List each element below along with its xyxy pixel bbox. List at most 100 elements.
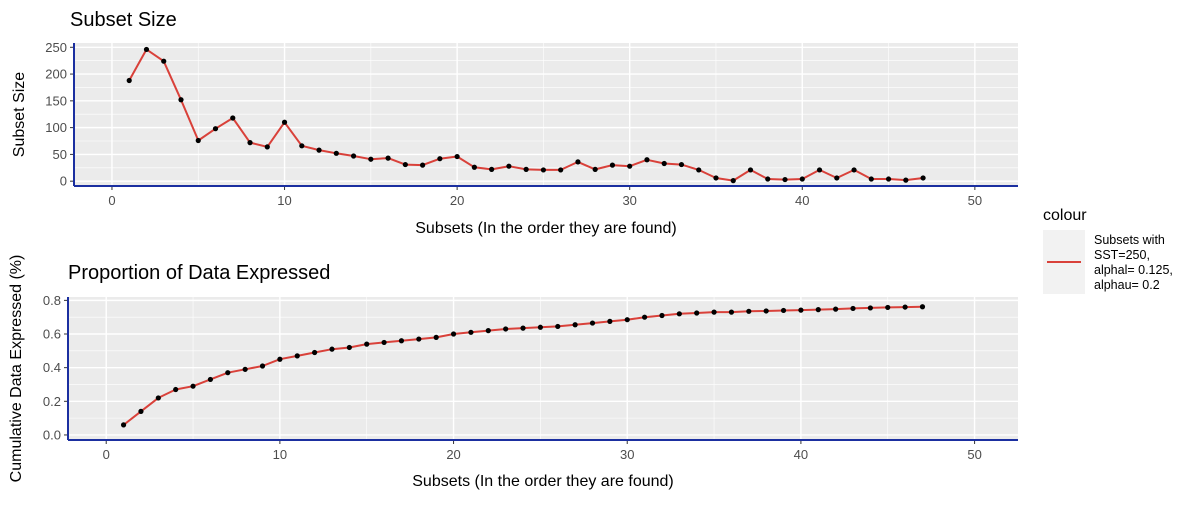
y-tick-label: 150 bbox=[45, 93, 67, 108]
x-tick-label: 50 bbox=[967, 447, 981, 462]
y-axis-label: Subset Size bbox=[11, 72, 28, 157]
x-tick-label: 10 bbox=[273, 447, 287, 462]
data-point bbox=[242, 366, 248, 372]
x-tick-label: 50 bbox=[968, 193, 982, 208]
y-tick-label: 0.4 bbox=[43, 360, 61, 375]
data-point bbox=[780, 307, 787, 314]
data-point bbox=[437, 156, 443, 162]
data-point bbox=[485, 328, 491, 334]
data-point bbox=[537, 324, 543, 330]
y-axis-label: Cumulative Data Expressed (%) bbox=[8, 255, 25, 483]
axes bbox=[73, 43, 1018, 187]
grid-lines bbox=[74, 43, 1018, 186]
data-point bbox=[381, 339, 387, 346]
x-axis-label: Subsets (In the order they are found) bbox=[415, 220, 676, 237]
data-point bbox=[264, 144, 270, 150]
data-point bbox=[816, 167, 823, 173]
data-point bbox=[281, 119, 288, 125]
data-point bbox=[592, 166, 598, 172]
data-point bbox=[713, 175, 719, 181]
x-tick-label: 20 bbox=[446, 447, 460, 462]
y-tick-label: 0.8 bbox=[43, 293, 61, 308]
data-point bbox=[225, 370, 231, 376]
data-point bbox=[678, 161, 685, 168]
data-point bbox=[885, 176, 892, 182]
legend-entry-line-1: Subsets with bbox=[1094, 233, 1165, 247]
y-tick-label: 200 bbox=[45, 67, 67, 82]
data-point bbox=[798, 307, 804, 313]
data-point bbox=[364, 341, 370, 347]
data-point bbox=[402, 161, 408, 168]
data-point bbox=[902, 304, 908, 310]
data-point bbox=[316, 147, 322, 153]
data-point bbox=[730, 178, 736, 184]
plot-panel bbox=[68, 297, 1018, 440]
chart-title: Subset Size bbox=[70, 9, 177, 31]
data-point bbox=[178, 97, 184, 103]
data-point bbox=[212, 126, 219, 132]
y-tick-label: 0.0 bbox=[43, 427, 61, 442]
data-point bbox=[350, 153, 357, 159]
data-point bbox=[867, 305, 873, 311]
y-tick-label: 250 bbox=[45, 40, 67, 55]
data-point bbox=[572, 322, 578, 328]
data-point bbox=[433, 334, 439, 340]
data-point bbox=[850, 305, 856, 312]
data-point bbox=[696, 167, 702, 173]
data-point bbox=[728, 309, 735, 315]
data-point bbox=[765, 176, 771, 182]
data-point bbox=[333, 150, 339, 156]
x-tick-label: 0 bbox=[108, 193, 115, 208]
data-point bbox=[173, 386, 179, 393]
series bbox=[120, 304, 926, 428]
legend-entry-line-2: SST=250, bbox=[1094, 248, 1150, 262]
data-point bbox=[575, 159, 581, 165]
x-tick-label: 10 bbox=[277, 193, 291, 208]
data-point bbox=[834, 175, 840, 181]
data-point bbox=[520, 325, 526, 331]
data-point bbox=[609, 162, 616, 168]
data-point bbox=[659, 312, 665, 319]
data-point bbox=[711, 309, 717, 315]
legend: colour Subsets with SST=250, alphal= 0.1… bbox=[1043, 207, 1173, 294]
y-tick-label: 50 bbox=[53, 147, 67, 162]
data-point bbox=[589, 320, 596, 326]
legend-title: colour bbox=[1043, 207, 1087, 224]
axes bbox=[67, 297, 1018, 441]
y-tick-label: 0 bbox=[60, 174, 67, 189]
data-point bbox=[155, 395, 161, 401]
data-point bbox=[815, 307, 821, 313]
tick-labels: 0 10 20 30 40 50 0.0 0.2 0.4 0.6 0.8 bbox=[43, 293, 982, 462]
data-point bbox=[454, 153, 460, 160]
data-point bbox=[398, 338, 405, 344]
data-point bbox=[329, 346, 335, 352]
x-tick-label: 0 bbox=[103, 447, 110, 462]
data-point bbox=[259, 363, 266, 369]
data-point bbox=[138, 408, 144, 414]
x-axis-label: Subsets (In the order they are found) bbox=[412, 473, 673, 490]
x-tick-label: 40 bbox=[794, 447, 808, 462]
data-point bbox=[558, 167, 564, 173]
data-point bbox=[523, 166, 529, 172]
tick-labels: 0 10 20 30 40 50 0 50 100 150 200 250 bbox=[45, 40, 982, 208]
data-point bbox=[471, 164, 477, 170]
y-tick-label: 100 bbox=[45, 120, 67, 135]
data-point bbox=[747, 167, 754, 173]
data-point bbox=[506, 163, 512, 169]
x-tick-label: 30 bbox=[622, 193, 636, 208]
subset-size-chart: Subset Size 0 10 20 30 40 50 0 50 100 150 200 250 S… bbox=[11, 9, 1018, 237]
legend-entry-line-4: alphau= 0.2 bbox=[1094, 278, 1160, 292]
data-point bbox=[468, 329, 474, 335]
data-point bbox=[368, 156, 374, 162]
data-point bbox=[624, 317, 630, 323]
data-point bbox=[143, 46, 150, 53]
data-point bbox=[190, 383, 196, 389]
y-tick-label: 0.2 bbox=[43, 394, 61, 409]
data-point bbox=[607, 318, 613, 324]
data-point bbox=[299, 143, 305, 149]
data-point bbox=[885, 304, 891, 311]
data-point bbox=[294, 353, 300, 359]
data-point bbox=[277, 356, 283, 362]
